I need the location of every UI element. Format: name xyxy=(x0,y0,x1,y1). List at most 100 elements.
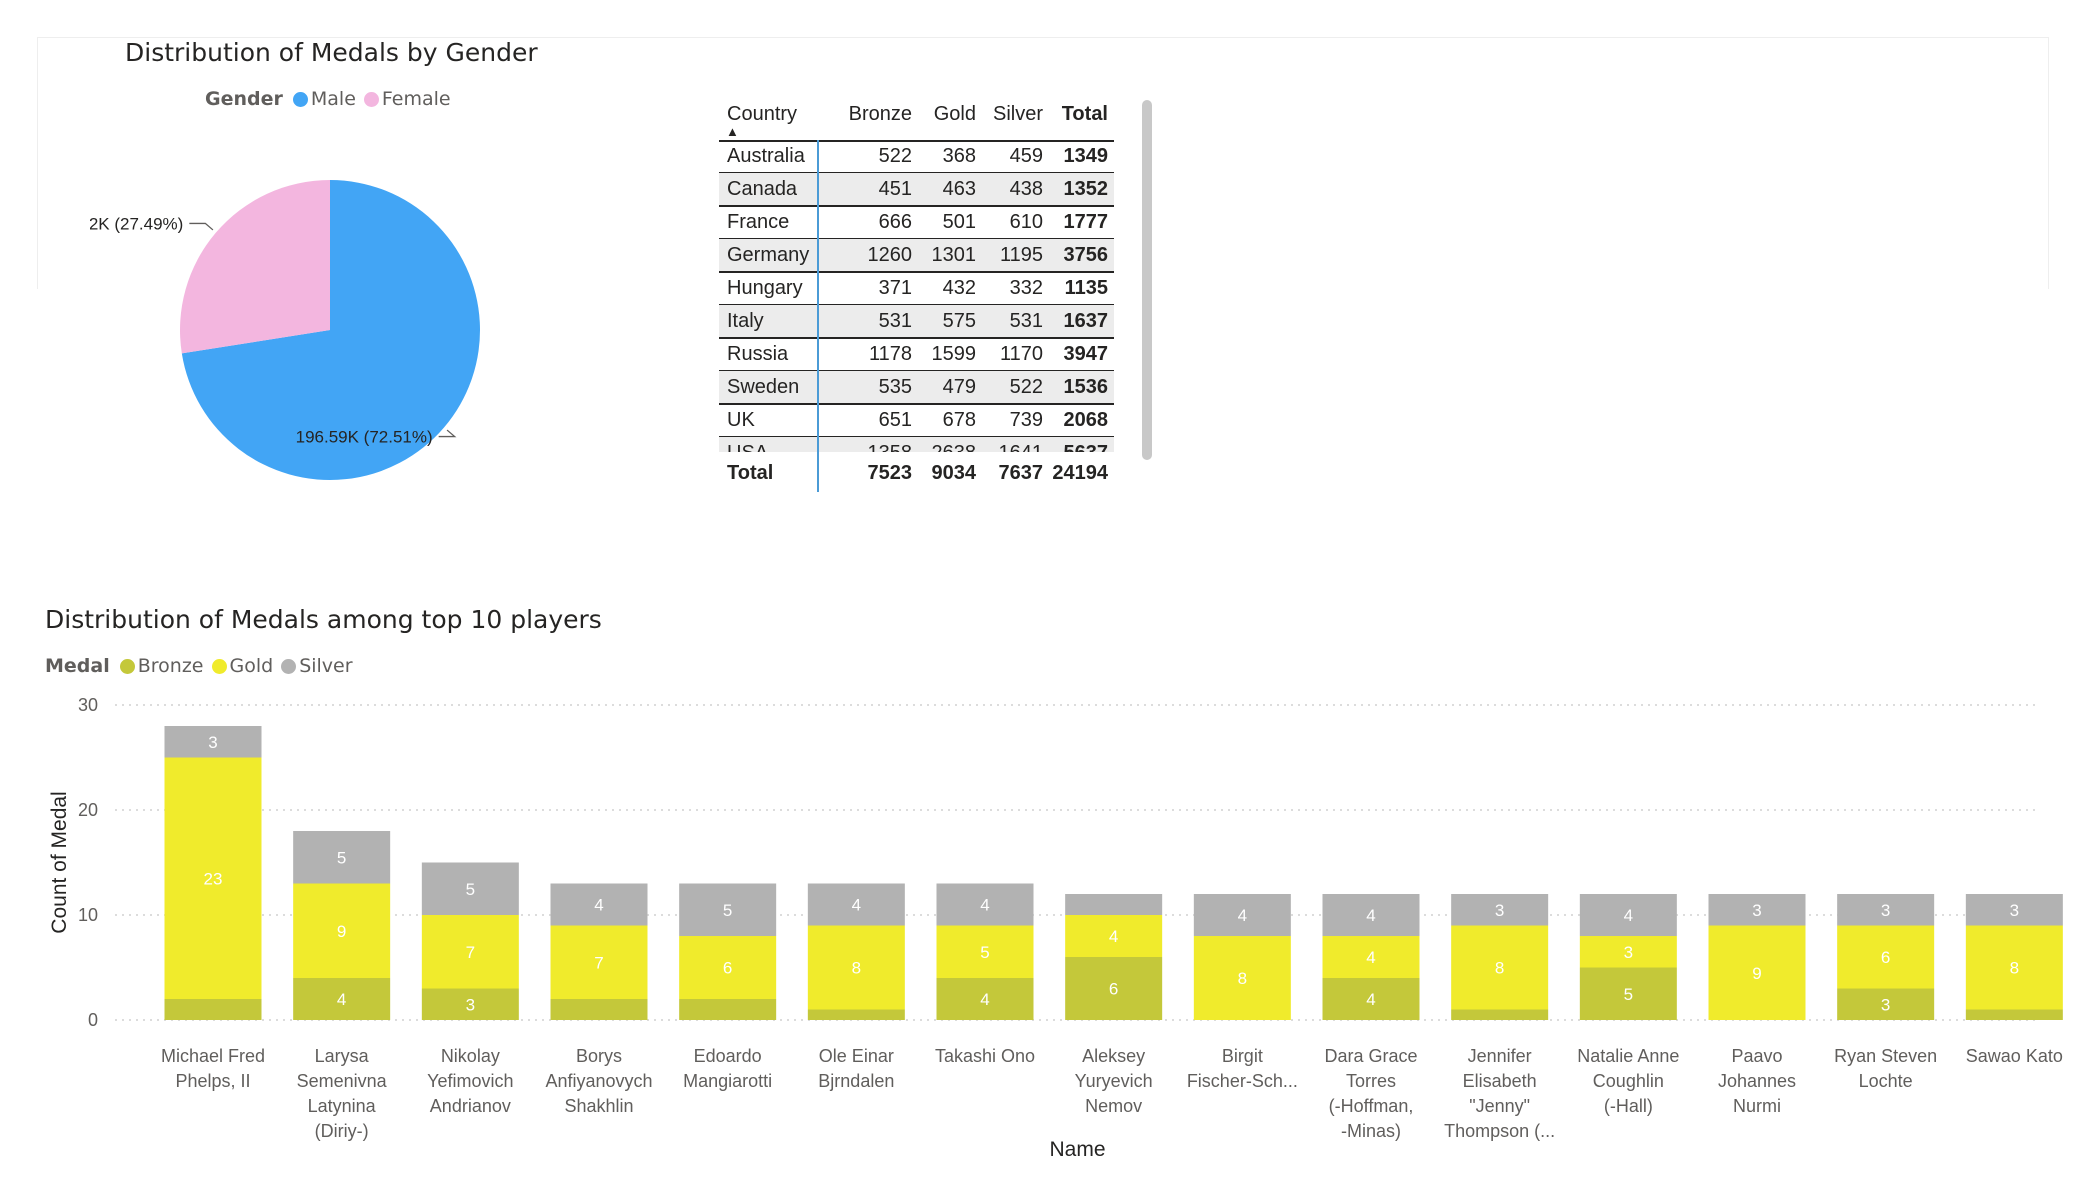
cell-total: 1536 xyxy=(1063,376,1109,398)
legend-entry-gold[interactable]: Gold xyxy=(211,655,273,677)
header-bronze[interactable]: Bronze xyxy=(848,103,912,125)
bar-data-label: 5 xyxy=(723,901,732,920)
bar-segment-silver[interactable] xyxy=(1451,894,1549,926)
bar-segment-gold[interactable] xyxy=(1579,936,1677,968)
bar-segment-silver[interactable] xyxy=(164,726,262,758)
bar-segment-bronze[interactable] xyxy=(164,999,262,1020)
x-tick-label: Dara Grace xyxy=(1324,1046,1417,1066)
cell-bronze: 1178 xyxy=(868,343,912,365)
gender-pie-chart[interactable]: 196.59K (72.51%) 74.52K (27.49%) xyxy=(90,150,510,520)
table-row[interactable]: Sweden 535 479 522 1536 xyxy=(719,371,1114,404)
table-row[interactable]: Russia 1178 1599 1170 3947 xyxy=(719,338,1114,371)
bar-segment-gold[interactable] xyxy=(1708,925,1806,1021)
table-row[interactable]: UK 651 678 739 2068 xyxy=(719,404,1114,437)
bar-segment-gold[interactable] xyxy=(1322,936,1420,978)
bar-segment-silver[interactable] xyxy=(1193,894,1291,936)
table-row[interactable]: USA1358263816415637 xyxy=(719,437,1114,452)
table-row[interactable]: France 666 501 610 1777 xyxy=(719,206,1114,239)
x-tick-label: Nikolay xyxy=(441,1046,500,1066)
bar-data-label: 4 xyxy=(1366,990,1375,1009)
bar-segment-bronze[interactable] xyxy=(293,978,391,1020)
x-tick-label: -Minas) xyxy=(1341,1121,1401,1141)
bar-segment-gold[interactable] xyxy=(550,925,648,1000)
header-total[interactable]: Total xyxy=(1061,103,1108,125)
bar-segment-silver[interactable] xyxy=(1837,894,1935,926)
pie-legend[interactable]: Gender Male Female xyxy=(205,88,459,110)
bar-segment-bronze[interactable] xyxy=(421,988,519,1021)
bar-data-label: 4 xyxy=(1238,906,1247,925)
x-tick-label: Larysa xyxy=(315,1046,370,1066)
header-silver[interactable]: Silver xyxy=(992,103,1043,125)
legend-entry-female[interactable]: Female xyxy=(363,88,451,110)
bar-segment-bronze[interactable] xyxy=(679,999,777,1020)
bar-segment-gold[interactable] xyxy=(1837,925,1935,989)
bar-segment-gold[interactable] xyxy=(679,936,777,999)
cell-gold: 1599 xyxy=(931,343,977,365)
cell-total: 3756 xyxy=(1063,244,1109,266)
bar-segment-bronze[interactable] xyxy=(807,1009,905,1021)
top-players-stacked-bar-chart[interactable]: 0 10 20 30 Count of Medal 23 3 Michael Fred Phel… xyxy=(0,680,2075,1180)
bar-data-label: 3 xyxy=(1881,995,1890,1014)
cell-bronze: 451 xyxy=(878,178,912,200)
bar-segment-silver[interactable] xyxy=(936,883,1034,926)
bar-segment-bronze[interactable] xyxy=(1065,957,1163,1020)
legend-entry-silver[interactable]: Silver xyxy=(281,655,353,677)
legend-entry-male[interactable]: Male xyxy=(292,88,356,110)
y-tick-label: 20 xyxy=(78,800,98,820)
bar-segment-gold[interactable] xyxy=(936,925,1034,979)
matrix-total-row: Total 7523 9034 7637 24194 xyxy=(719,457,1114,490)
x-tick-label: Lochte xyxy=(1859,1071,1913,1091)
cell-country: Australia xyxy=(727,145,805,167)
bar-segment-silver[interactable] xyxy=(807,883,905,926)
pie-slice-male[interactable] xyxy=(181,180,480,480)
silver-legend-dot xyxy=(281,658,297,674)
bar-segment-gold[interactable] xyxy=(1451,925,1549,1010)
bar-data-label: 8 xyxy=(1238,969,1247,988)
bar-segment-silver[interactable] xyxy=(550,883,648,926)
bar-data-label: 5 xyxy=(980,943,989,962)
bar-segment-bronze[interactable] xyxy=(1451,1009,1549,1021)
cell-gold: 2638 xyxy=(914,437,977,452)
sort-ascending-icon[interactable]: ▲ xyxy=(726,124,739,139)
bar-segment-gold[interactable] xyxy=(164,757,262,1000)
bar-segment-silver[interactable] xyxy=(293,831,391,884)
bar-legend[interactable]: Medal Bronze Gold Silver xyxy=(45,655,361,677)
bar-segment-bronze[interactable] xyxy=(550,999,648,1020)
bar-segment-silver[interactable] xyxy=(1322,894,1420,936)
bar-segment-bronze[interactable] xyxy=(1837,988,1935,1021)
table-row[interactable]: Italy 531 575 531 1637 xyxy=(719,305,1114,338)
table-row[interactable]: Canada 451 463 438 1352 xyxy=(719,173,1114,206)
cell-gold: 678 xyxy=(942,409,976,431)
bar-segment-silver[interactable] xyxy=(679,883,777,937)
bar-segment-bronze[interactable] xyxy=(1322,978,1420,1020)
bar-segment-bronze[interactable] xyxy=(1579,967,1677,1021)
bar-segment-gold[interactable] xyxy=(1965,925,2063,1010)
x-tick-label: Nemov xyxy=(1085,1096,1142,1116)
legend-entry-bronze[interactable]: Bronze xyxy=(119,655,204,677)
bar-segment-gold[interactable] xyxy=(1193,936,1291,1020)
bar-segment-silver[interactable] xyxy=(1708,894,1806,926)
bar-segment-silver[interactable] xyxy=(1065,894,1163,915)
total-silver: 7637 xyxy=(998,462,1044,484)
country-medal-matrix[interactable]: Country Bronze Gold Silver Total ▲ Austr… xyxy=(719,95,1152,492)
matrix-scrollbar[interactable] xyxy=(1142,100,1152,460)
bar-segment-silver[interactable] xyxy=(1579,894,1677,936)
table-row[interactable]: Hungary 371 432 332 1135 xyxy=(719,272,1114,305)
cell-bronze: 535 xyxy=(878,376,912,398)
bar-segment-bronze[interactable] xyxy=(1965,1009,2063,1021)
header-country[interactable]: Country xyxy=(727,103,798,125)
x-tick-label: Ole Einar xyxy=(819,1046,894,1066)
bar-segment-silver[interactable] xyxy=(421,862,519,916)
bar-segment-gold[interactable] xyxy=(421,915,519,989)
bar-segment-gold[interactable] xyxy=(1065,915,1163,957)
cell-gold: 575 xyxy=(942,310,976,332)
table-row[interactable]: Germany 1260 1301 1195 3756 xyxy=(719,239,1114,272)
bar-segment-bronze[interactable] xyxy=(936,978,1034,1020)
bar-segment-gold[interactable] xyxy=(807,925,905,1010)
bar-segment-silver[interactable] xyxy=(1965,894,2063,926)
table-row[interactable]: Australia 522 368 459 1349 xyxy=(719,140,1114,173)
header-gold[interactable]: Gold xyxy=(933,103,976,125)
x-tick-label: Yuryevich xyxy=(1075,1071,1153,1091)
bar-segment-gold[interactable] xyxy=(293,883,391,979)
pie-slice-female[interactable] xyxy=(180,180,330,354)
